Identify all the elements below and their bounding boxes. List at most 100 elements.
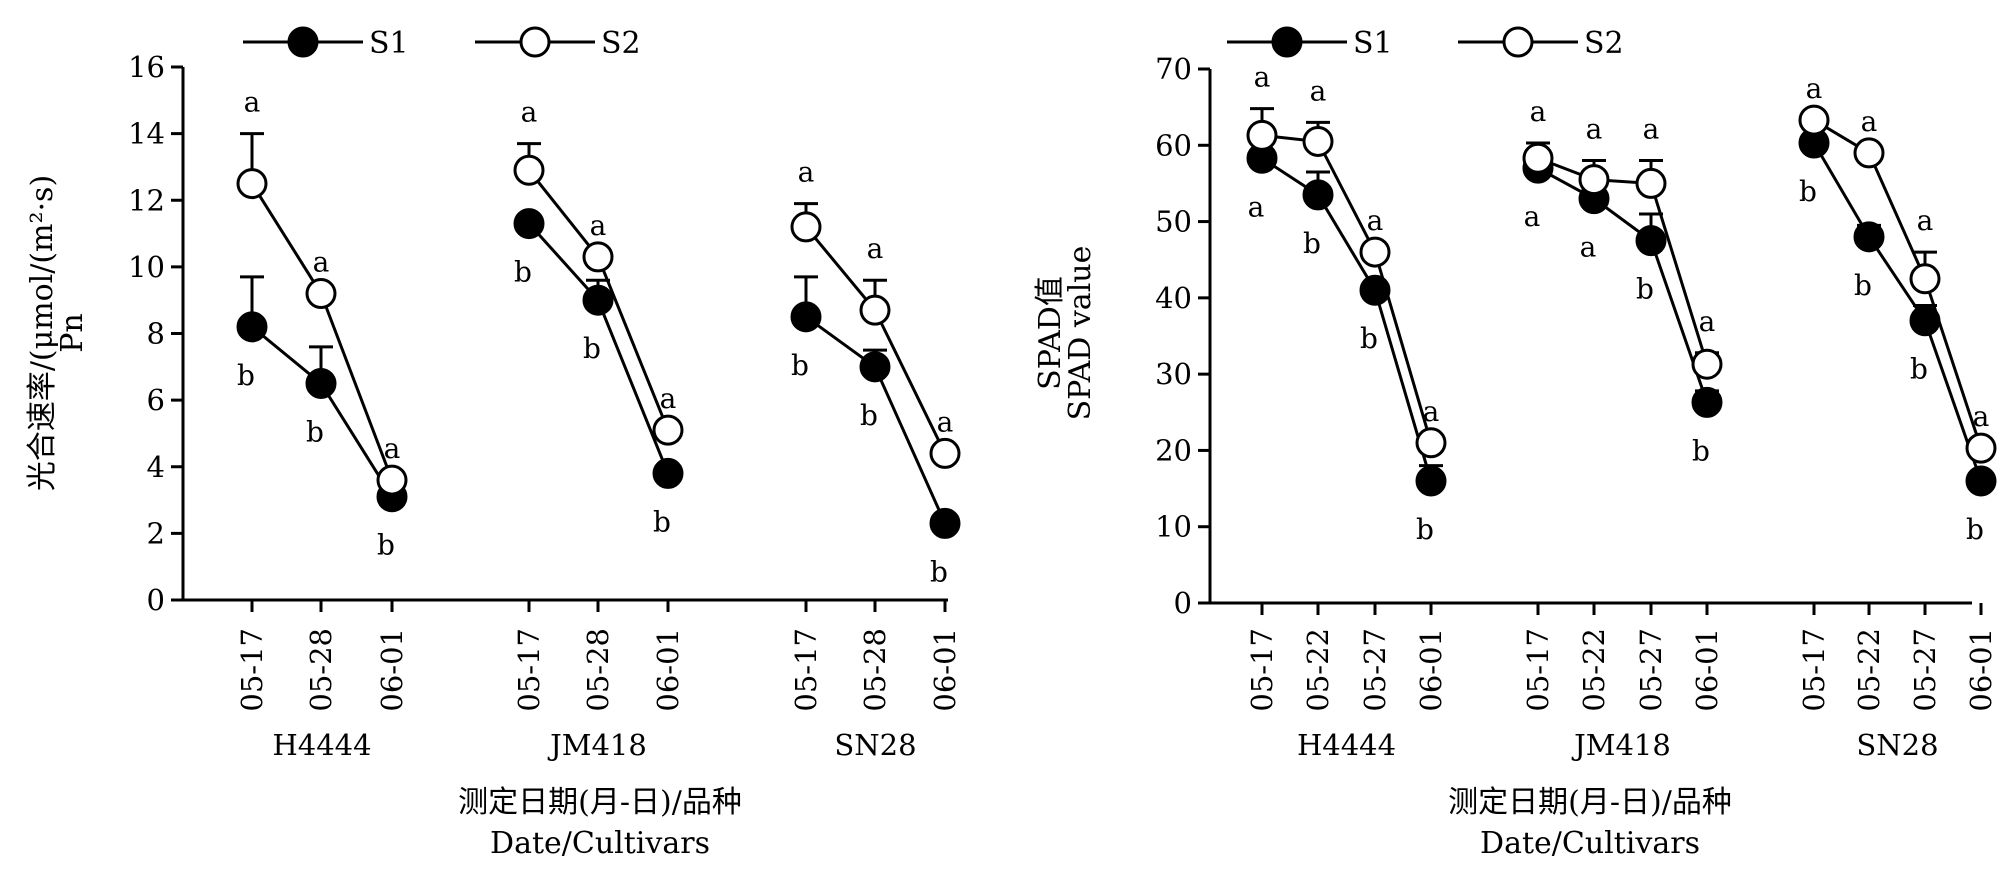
letter-s1: a <box>1580 231 1597 264</box>
x-tick-label: 05-17 <box>1797 628 1831 712</box>
point-s2 <box>1415 427 1447 459</box>
letter-s1: b <box>1636 273 1654 306</box>
y-tick-label: 0 <box>147 583 165 617</box>
letter-s2: a <box>937 405 954 438</box>
point-s2 <box>1578 164 1610 196</box>
point-s1 <box>1853 221 1885 253</box>
x-tick-label: 05-28 <box>304 628 338 712</box>
point-s1 <box>1965 465 1997 497</box>
letter-s1: a <box>1524 200 1541 233</box>
series-line-s2 <box>1261 133 1433 444</box>
point-s2 <box>1246 119 1278 151</box>
y-tick-label: 14 <box>128 117 165 151</box>
x-tick-label: 05-27 <box>1358 628 1392 712</box>
y-tick-label: 60 <box>1155 128 1192 162</box>
x-axis-title-cn: 测定日期(月-日)/品种 <box>458 785 742 820</box>
point-s1 <box>790 301 822 333</box>
point-s1 <box>236 311 268 343</box>
x-tick-label: 06-01 <box>928 628 962 712</box>
x-tick-label: 06-01 <box>1414 628 1448 712</box>
x-tick-label: 06-01 <box>1690 628 1724 712</box>
x-tick-label: 05-28 <box>581 628 615 712</box>
letter-s1: b <box>860 399 878 432</box>
y-tick-label: 6 <box>147 383 165 417</box>
y-tick-label: 8 <box>147 317 165 351</box>
letter-s2: a <box>1423 395 1440 428</box>
group-label: JM418 <box>1571 728 1671 762</box>
letter-s2: a <box>1530 95 1547 128</box>
x-tick-label: 06-01 <box>1964 628 1998 712</box>
point-s1 <box>1359 274 1391 306</box>
point-s2 <box>513 154 545 186</box>
x-tick-label: 06-01 <box>375 628 409 712</box>
point-s2 <box>652 414 684 446</box>
letter-s2: a <box>867 232 884 265</box>
legend-marker-s2 <box>519 26 551 58</box>
y-tick-label: 40 <box>1155 281 1192 315</box>
point-s1 <box>859 351 891 383</box>
point-s1 <box>1691 386 1723 418</box>
point-s2 <box>1522 142 1554 174</box>
x-tick-label: 05-17 <box>1245 628 1279 712</box>
letter-s1: b <box>237 359 255 392</box>
group-label: H4444 <box>1297 728 1396 762</box>
letter-s1: b <box>1416 513 1434 546</box>
letter-s2: a <box>1861 105 1878 138</box>
point-s2 <box>236 168 268 200</box>
legend-marker-s1 <box>287 26 319 58</box>
group-label: H4444 <box>272 728 371 762</box>
point-s1 <box>513 208 545 240</box>
legend-label-s1: S1 <box>369 26 409 61</box>
point-s2 <box>1909 263 1941 295</box>
letter-s1: b <box>1303 227 1321 260</box>
legend-marker-s1 <box>1271 26 1303 58</box>
letter-s1: b <box>1360 322 1378 355</box>
point-s2 <box>1798 104 1830 136</box>
letter-s2: a <box>1254 61 1271 94</box>
point-s2 <box>1965 432 1997 464</box>
series-line-s1 <box>1537 166 1709 403</box>
point-s1 <box>652 457 684 489</box>
x-tick-label: 05-27 <box>1908 628 1942 712</box>
y-tick-label: 70 <box>1155 52 1192 86</box>
y-tick-label: 50 <box>1155 205 1192 239</box>
y-tick-label: 4 <box>147 450 165 484</box>
letter-s1: b <box>1910 353 1928 386</box>
letter-s2: a <box>384 432 401 465</box>
letter-s2: a <box>590 209 607 242</box>
point-s2 <box>929 437 961 469</box>
letter-s2: a <box>660 382 677 415</box>
letter-s2: a <box>244 86 261 119</box>
legend-label-s2: S2 <box>1584 26 1624 61</box>
panel-pn: 0 2 4 6 8 10 12 14 16 光合速率/(μmol/(m²·s)Pn 测定日期(月-日… <box>25 26 962 861</box>
letter-s1: a <box>1248 190 1265 223</box>
y-tick-label: 20 <box>1155 433 1192 467</box>
x-tick-label: 05-22 <box>1852 628 1886 712</box>
series-line-s1 <box>1812 142 1983 482</box>
y-tick-label: 0 <box>1174 586 1192 620</box>
x-axis-title-cn: 测定日期(月-日)/品种 <box>1448 785 1732 820</box>
y-tick-label: 30 <box>1155 357 1192 391</box>
letter-s2: a <box>1367 204 1384 237</box>
x-tick-label: 06-01 <box>651 628 685 712</box>
point-s2 <box>1635 167 1667 199</box>
letter-s2: a <box>1310 74 1327 107</box>
letter-s1: b <box>377 529 395 562</box>
letter-s1: b <box>1854 269 1872 302</box>
series-line-s2 <box>1537 156 1709 365</box>
point-s1 <box>582 284 614 316</box>
x-tick-label: 05-27 <box>1634 628 1668 712</box>
letter-s1: b <box>514 256 532 289</box>
point-s2 <box>376 464 408 496</box>
point-s2 <box>790 211 822 243</box>
x-axis-title-en: Date/Cultivars <box>1480 826 1700 861</box>
point-s2 <box>582 241 614 273</box>
y-axis-title-en: SPAD value <box>1063 246 1098 421</box>
point-s1 <box>1302 179 1334 211</box>
group-label: SN28 <box>1856 728 1938 762</box>
series-line-s2 <box>1813 118 1983 449</box>
letter-s2: a <box>798 156 815 189</box>
point-s2 <box>1691 348 1723 380</box>
letter-s2: a <box>1806 72 1823 105</box>
